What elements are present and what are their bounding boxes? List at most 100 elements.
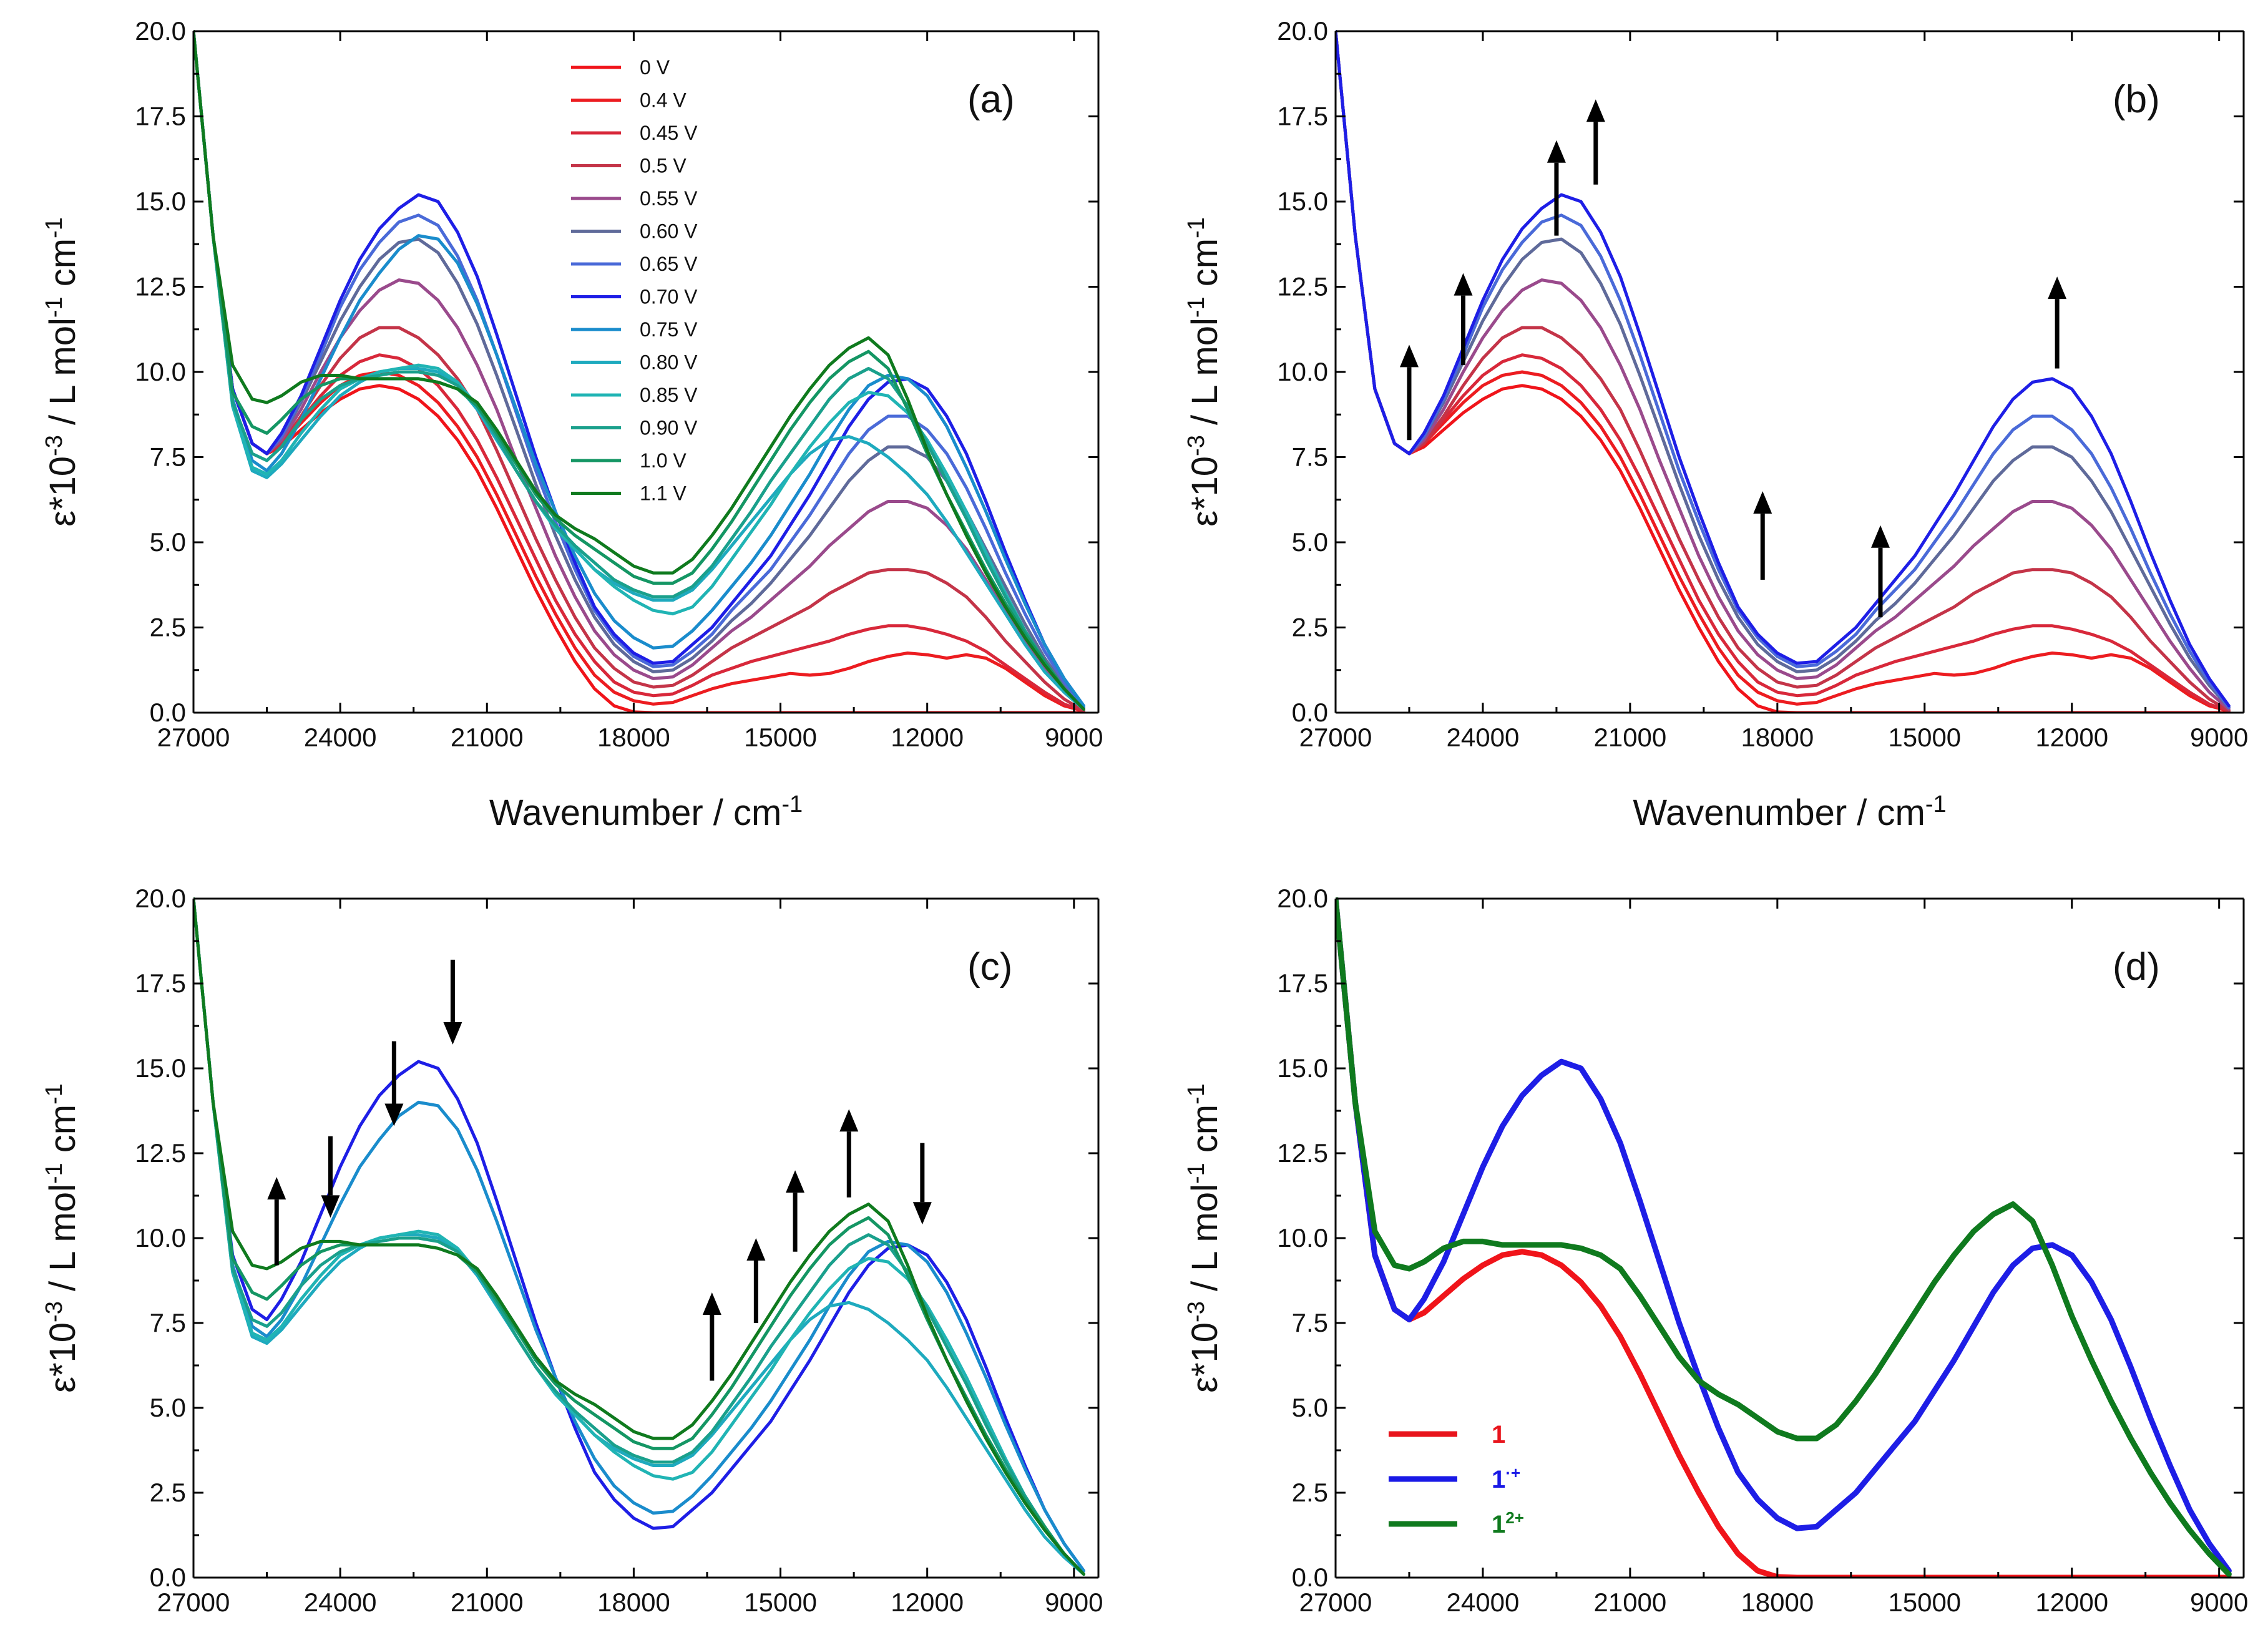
y-tick-label: 2.5 <box>150 613 186 642</box>
series-line-0p70V <box>193 30 1085 708</box>
series-line-0p90V <box>193 30 1085 711</box>
y-tick-label: 5.0 <box>150 527 186 557</box>
x-tick-label: 24000 <box>304 1588 377 1617</box>
series-line-0p55V <box>1336 30 2231 711</box>
y-tick-label: 12.5 <box>1277 1138 1328 1168</box>
y-tick-label: 0.0 <box>150 698 186 727</box>
arrow-up <box>1586 99 1605 185</box>
y-tick-label: 10.0 <box>1277 1223 1328 1252</box>
y-tick-label: 17.5 <box>1277 969 1328 998</box>
series-line-0p75V <box>193 30 1085 708</box>
series-line-0p55V <box>193 30 1085 711</box>
y-tick-label: 15.0 <box>1277 1053 1328 1083</box>
x-axis-title: Wavenumber / cm-1 <box>489 791 803 833</box>
x-tick-label: 21000 <box>451 1588 524 1617</box>
x-tick-label: 18000 <box>1741 1588 1814 1617</box>
y-tick-label: 20.0 <box>1277 884 1328 913</box>
y-tick-label: 17.5 <box>1277 102 1328 131</box>
series-line-1p1V <box>193 897 1085 1576</box>
series-line-0p65V <box>1336 30 2231 710</box>
x-tick-label: 15000 <box>744 1588 817 1617</box>
legend-label: 0.85 V <box>640 384 698 406</box>
y-axis-title: ε*10-3 / L mol-1 cm-1 <box>41 1083 83 1393</box>
legend-label: 1·+ <box>1492 1463 1520 1493</box>
arrow-down <box>912 1143 932 1225</box>
series-line-1p0V <box>193 30 1085 711</box>
y-tick-label: 2.5 <box>1292 1478 1328 1507</box>
arrow-up <box>267 1177 286 1266</box>
y-tick-label: 17.5 <box>135 102 186 131</box>
series-line-0p80V <box>193 30 1085 711</box>
x-tick-label: 21000 <box>1593 1588 1666 1617</box>
arrow-up <box>839 1109 859 1198</box>
arrow-up <box>1399 344 1419 441</box>
legend-label: 0.55 V <box>640 187 698 210</box>
x-tick-label: 12000 <box>2035 723 2108 752</box>
series-line-0p70V <box>1336 897 2232 1574</box>
y-tick-label: 0.0 <box>1292 1563 1328 1592</box>
y-tick-label: 12.5 <box>135 272 186 301</box>
series-group <box>1336 30 2231 713</box>
series-line-1p1V <box>193 30 1085 711</box>
arrow-down <box>321 1136 340 1218</box>
y-tick-label: 15.0 <box>135 187 186 216</box>
y-axis-title: ε*10-3 / L mol-1 cm-1 <box>1183 217 1225 527</box>
y-tick-label: 0.0 <box>1292 698 1328 727</box>
y-tick-label: 20.0 <box>135 884 186 913</box>
series-line-0p80V <box>193 897 1085 1576</box>
y-tick-label: 5.0 <box>1292 527 1328 557</box>
x-tick-label: 9000 <box>1045 1588 1103 1617</box>
legend: 0 V 0.4 V 0.45 V 0.5 V 0.55 V 0.60 V 0.65 V 0.7… <box>571 56 698 505</box>
x-tick-label: 15000 <box>744 723 817 752</box>
y-tick-label: 7.5 <box>150 1308 186 1337</box>
x-tick-label: 12000 <box>891 1588 964 1617</box>
x-tick-label: 18000 <box>1741 723 1814 752</box>
x-tick-label: 24000 <box>1447 723 1520 752</box>
series-line-0p60V <box>193 30 1085 710</box>
y-tick-label: 20.0 <box>135 16 186 46</box>
x-tick-label: 24000 <box>304 723 377 752</box>
y-tick-label: 10.0 <box>1277 357 1328 386</box>
series-group <box>193 897 1085 1576</box>
x-tick-label: 9000 <box>2190 723 2248 752</box>
legend-label: 0 V <box>640 56 670 79</box>
panel-b: 0.0 2.5 5.0 7.5 10.0 12.5 15.0 17.5 20.0 27000 240… <box>1183 16 2248 833</box>
legend-label: 0.70 V <box>640 286 698 308</box>
panel-a: 0.0 2.5 5.0 7.5 10.0 12.5 15.0 17.5 20.0 27000 240… <box>41 16 1103 833</box>
series-line-0p60V <box>1336 30 2231 710</box>
series-line-0p70V <box>1336 30 2231 708</box>
y-tick-label: 10.0 <box>135 357 186 386</box>
x-tick-label: 12000 <box>2035 1588 2108 1617</box>
x-tick-label: 12000 <box>891 723 964 752</box>
arrow-up <box>1454 273 1473 366</box>
arrow-up <box>2048 276 2067 369</box>
panel-label: (c) <box>967 945 1012 988</box>
series-line-0V <box>1336 897 2232 1578</box>
arrow-down <box>384 1041 404 1126</box>
legend-label: 12+ <box>1492 1508 1524 1538</box>
series-line-0p70V <box>193 897 1085 1573</box>
series-line-0p5V <box>193 30 1085 713</box>
x-tick-label: 27000 <box>157 1588 230 1617</box>
y-tick-label: 20.0 <box>1277 16 1328 46</box>
legend-label: 1.0 V <box>640 449 687 472</box>
legend-label: 0.75 V <box>640 318 698 341</box>
legend-label: 0.45 V <box>640 122 698 144</box>
y-tick-label: 7.5 <box>150 442 186 472</box>
arrow-up <box>1871 525 1890 618</box>
legend-label: 0.60 V <box>640 220 698 243</box>
y-tick-label: 5.0 <box>150 1393 186 1422</box>
x-tick-label: 27000 <box>157 723 230 752</box>
legend-label: 1 <box>1492 1421 1505 1448</box>
legend-label: 0.5 V <box>640 155 687 177</box>
series-line-0p85V <box>193 897 1085 1576</box>
legend: 1 1·+ 12+ <box>1389 1421 1524 1538</box>
y-axis-title: ε*10-3 / L mol-1 cm-1 <box>1183 1083 1225 1393</box>
series-line-0p4V <box>193 30 1085 713</box>
y-tick-label: 17.5 <box>135 969 186 998</box>
y-tick-label: 5.0 <box>1292 1393 1328 1422</box>
arrow-up <box>702 1292 721 1381</box>
series-line-0p65V <box>193 30 1085 710</box>
y-axis-title: ε*10-3 / L mol-1 cm-1 <box>41 217 83 527</box>
x-axis-title: Wavenumber / cm-1 <box>1633 791 1946 833</box>
